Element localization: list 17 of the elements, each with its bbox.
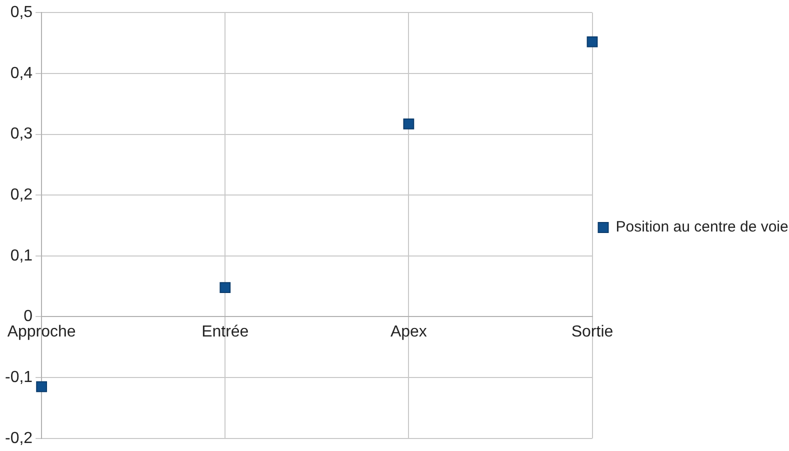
y-tick-label: -0,1 [4,368,33,386]
legend-label: Position au centre de voie [616,218,788,236]
y-tick-label: 0,4 [10,64,33,82]
y-tick-label: 0,1 [10,247,33,264]
point [36,381,48,392]
y-tick-label: 0,5 [10,4,33,22]
point [220,282,231,293]
x-tick-label: Entrée [202,324,249,341]
x-tick-label: Sortie [571,324,614,341]
point [403,118,414,130]
y-tick-label: 0,3 [10,126,33,143]
x-tick-label: Apex [390,324,427,341]
y-tick-label: 0 [24,308,33,326]
y-tick-label: 0,2 [10,186,33,204]
point [586,36,598,48]
y-tick-label: -0,2 [4,430,33,447]
x-tick-label: Approche [7,324,76,341]
